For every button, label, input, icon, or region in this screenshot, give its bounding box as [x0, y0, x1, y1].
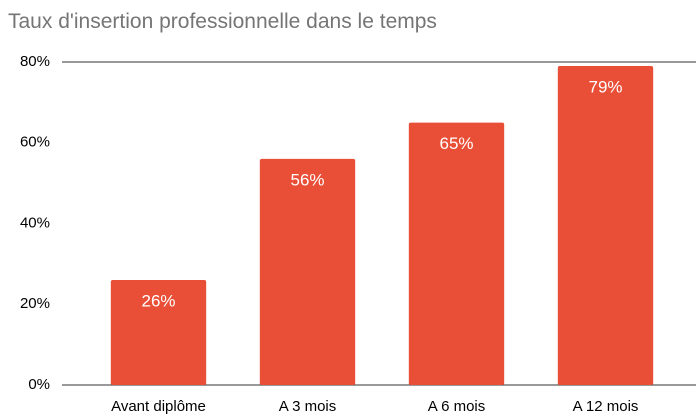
y-tick-label: 40% — [20, 214, 50, 231]
y-tick-label: 0% — [28, 376, 50, 393]
chart-title: Taux d'insertion professionnelle dans le… — [8, 10, 437, 33]
bar — [110, 280, 207, 385]
x-tick-label: Avant diplôme — [111, 398, 206, 415]
bar — [557, 66, 654, 385]
x-tick-label: A 3 mois — [279, 398, 337, 415]
bar — [408, 122, 505, 385]
y-tick-label: 60% — [20, 134, 50, 151]
x-tick-label: A 6 mois — [428, 398, 486, 415]
value-label: 26% — [141, 292, 175, 311]
bar — [259, 158, 356, 385]
y-tick-label: 20% — [20, 295, 50, 312]
value-label: 65% — [439, 134, 473, 153]
x-tick-label: A 12 mois — [573, 398, 639, 415]
y-tick-label: 80% — [20, 53, 50, 70]
value-label: 56% — [290, 170, 324, 189]
value-label: 79% — [588, 78, 622, 97]
